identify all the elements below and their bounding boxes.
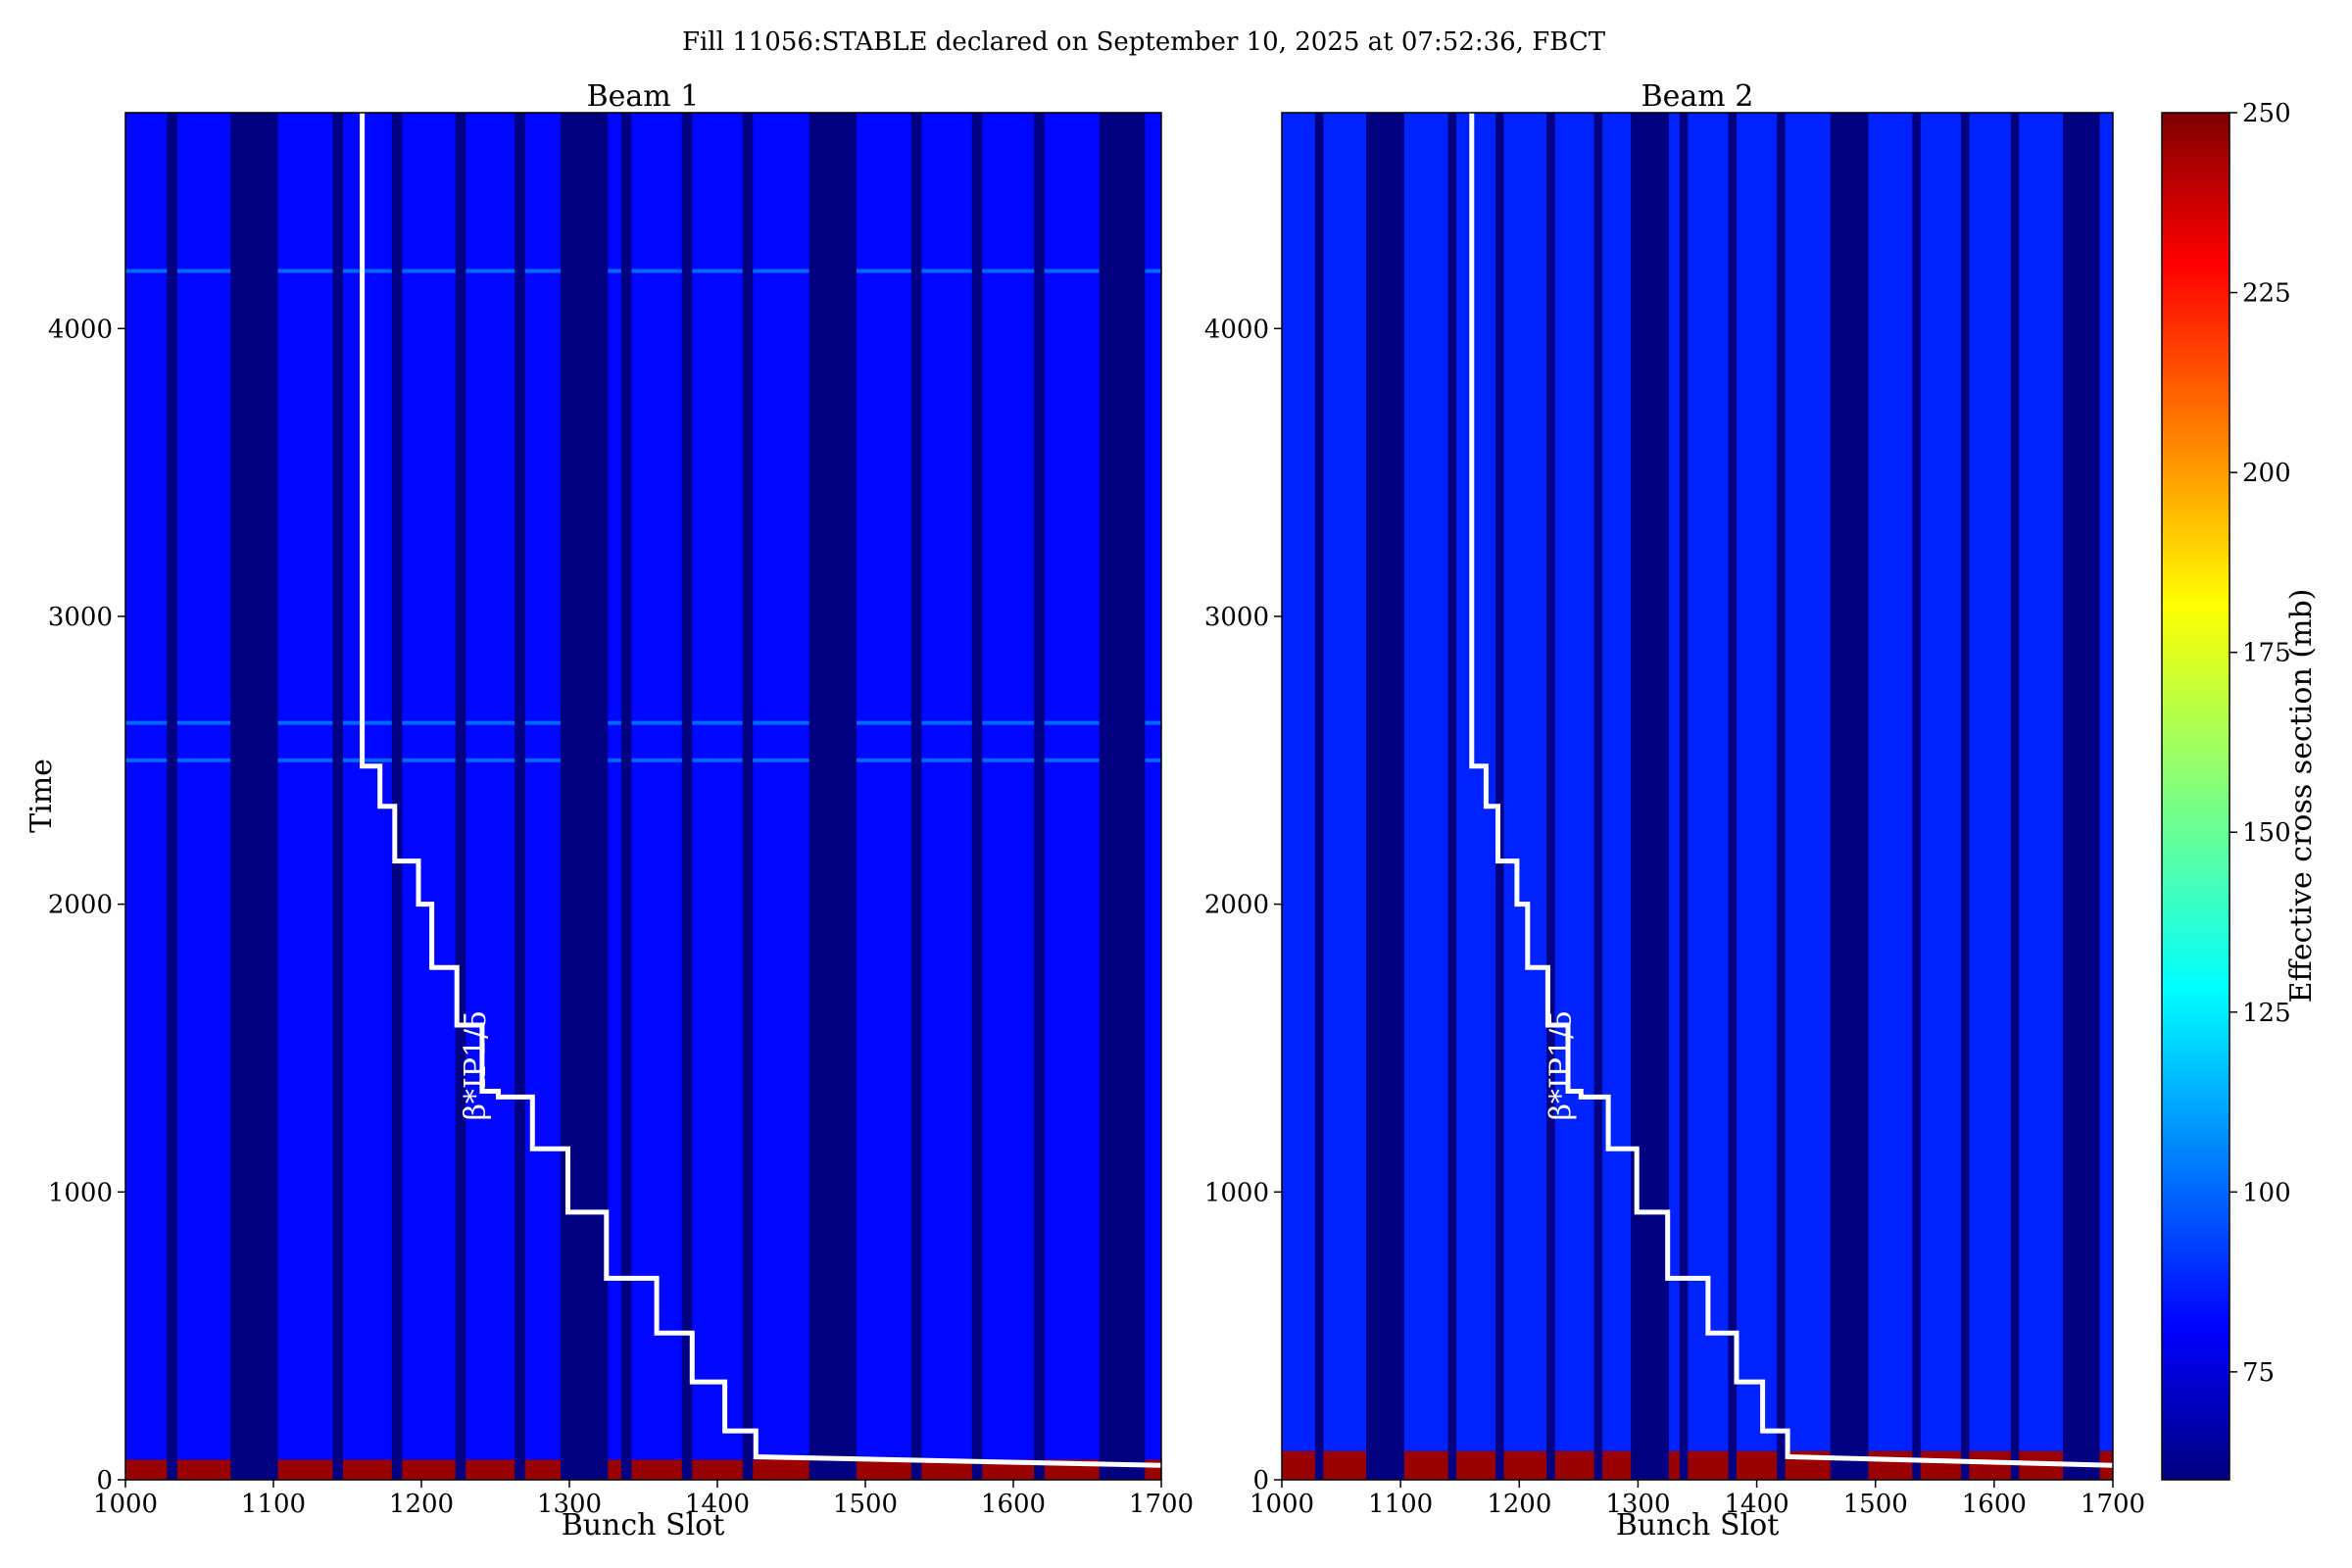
x-tick-label: 1400 (1724, 1490, 1788, 1519)
beam-1-heatmap: β*IP1/5 (125, 113, 1161, 1480)
colorbar-gradient (2162, 113, 2230, 1480)
filled-bunch-region (125, 113, 1161, 1480)
empty-slot-band (971, 113, 983, 1480)
beta-star-annotation: β*IP1/5 (459, 1010, 493, 1121)
empty-slot-band (1960, 113, 1970, 1480)
colorbar-tick-label: 200 (2242, 459, 2291, 488)
highlight-row (125, 720, 1161, 725)
x-tick-label: 1600 (1962, 1490, 2027, 1519)
x-tick-label: 1500 (1843, 1490, 1908, 1519)
y-tick-label: 0 (1252, 1466, 1269, 1495)
colorbar-label: Effective cross section (mb) (2284, 589, 2319, 1004)
colorbar-tick-label: 125 (2242, 999, 2291, 1028)
empty-slot-band (681, 113, 693, 1480)
empty-slot-band (1546, 113, 1555, 1480)
beam-1-title: Beam 1 (587, 79, 700, 114)
beta-star-annotation: β*IP1/5 (1544, 1010, 1578, 1121)
empty-slot-band (2063, 113, 2100, 1480)
early-high-section-strip (1282, 1450, 2113, 1480)
beam-1-panel: Beam 1 β*IP1/5 1000 1100 1200 1300 1400 1500 1… (24, 79, 1194, 1543)
beam-1-axes: 1000 1100 1200 1300 1400 1500 1600 170001000200… (48, 315, 1194, 1519)
empty-slot-band (391, 113, 403, 1480)
y-tick-label: 4000 (48, 315, 113, 344)
beam-2-heatmap: β*IP1/5 (1282, 113, 2113, 1480)
empty-slot-band (620, 113, 632, 1480)
beam-2-title: Beam 2 (1642, 79, 1754, 114)
colorbar-tick-label: 250 (2242, 99, 2291, 128)
colorbar-tick-label: 75 (2242, 1358, 2275, 1388)
empty-slot-band (910, 113, 922, 1480)
empty-slot-band (1631, 113, 1669, 1480)
empty-slot-band (167, 113, 177, 1480)
x-tick-label: 1700 (1129, 1490, 1194, 1519)
beta-star-line (1469, 113, 2113, 1468)
empty-slot-band (514, 113, 525, 1480)
early-high-section-strip (125, 1459, 1161, 1480)
x-tick-label: 1000 (93, 1490, 158, 1519)
empty-slot-band (230, 113, 278, 1480)
colorbar-tick-label: 225 (2242, 279, 2291, 309)
empty-slot-band (560, 113, 609, 1480)
figure-title: Fill 11056:STABLE declared on September … (682, 27, 1606, 57)
colorbar-frame (2161, 112, 2230, 1481)
empty-slot-band (742, 113, 754, 1480)
y-tick-label: 3000 (1204, 603, 1269, 632)
y-tick-label: 1000 (1204, 1178, 1269, 1207)
beam-1-plot-frame (124, 112, 1162, 1481)
x-tick-label: 1300 (537, 1490, 602, 1519)
empty-slot-band (1912, 113, 1921, 1480)
y-tick-label: 4000 (1204, 315, 1269, 344)
x-tick-label: 1200 (1487, 1490, 1551, 1519)
x-tick-label: 1500 (833, 1490, 898, 1519)
x-tick-label: 1100 (241, 1490, 306, 1519)
highlight-row (125, 758, 1161, 762)
beta-star-line (360, 113, 1161, 1468)
beam-1-ylabel: Time (24, 759, 59, 833)
y-tick-label: 2000 (1204, 891, 1269, 920)
x-tick-label: 1200 (389, 1490, 454, 1519)
x-tick-label: 1400 (685, 1490, 750, 1519)
y-tick-label: 1000 (48, 1178, 113, 1207)
empty-slot-band (1593, 113, 1603, 1480)
empty-slot-band (1830, 113, 1869, 1480)
x-tick-label: 1100 (1368, 1490, 1433, 1519)
beam-2-xlabel: Bunch Slot (1616, 1508, 1780, 1543)
highlight-row (125, 269, 1161, 273)
beam-2-panel: Beam 2 β*IP1/5 1000 1100 1200 1300 1400 1500 1… (1204, 79, 2145, 1543)
y-tick-label: 2000 (48, 891, 113, 920)
empty-slot-band (1728, 113, 1737, 1480)
empty-slot-band (1314, 113, 1324, 1480)
y-tick-label: 3000 (48, 603, 113, 632)
empty-slot-band (1099, 113, 1146, 1480)
x-tick-label: 1300 (1605, 1490, 1670, 1519)
beam-1-xlabel: Bunch Slot (562, 1508, 725, 1543)
empty-slot-band (332, 113, 343, 1480)
empty-slot-band (1495, 113, 1504, 1480)
colorbar-tick-label: 100 (2242, 1178, 2291, 1207)
x-tick-label: 1700 (2081, 1490, 2145, 1519)
empty-slot-band (1777, 113, 1786, 1480)
colorbar: 75 100 125 150 175 200 225 250 Effective cross … (2161, 99, 2319, 1481)
colorbar-ticks: 75 100 125 150 175 200 225 250 (2230, 99, 2291, 1388)
filled-bunch-region (1282, 113, 2113, 1480)
beam-2-axes: 1000 1100 1200 1300 1400 1500 1600 170001000200… (1204, 315, 2145, 1519)
empty-slot-band (1679, 113, 1689, 1480)
x-tick-label: 1600 (981, 1490, 1046, 1519)
colorbar-tick-label: 175 (2242, 639, 2291, 668)
y-tick-label: 0 (96, 1466, 113, 1495)
empty-slot-band (455, 113, 466, 1480)
empty-slot-band (1366, 113, 1404, 1480)
colorbar-tick-label: 150 (2242, 818, 2291, 848)
beam-2-plot-frame (1281, 112, 2114, 1481)
empty-slot-band (1447, 113, 1457, 1480)
empty-slot-band (1034, 113, 1045, 1480)
empty-slot-band (808, 113, 857, 1480)
x-tick-label: 1000 (1250, 1490, 1314, 1519)
empty-slot-band (2010, 113, 2020, 1480)
